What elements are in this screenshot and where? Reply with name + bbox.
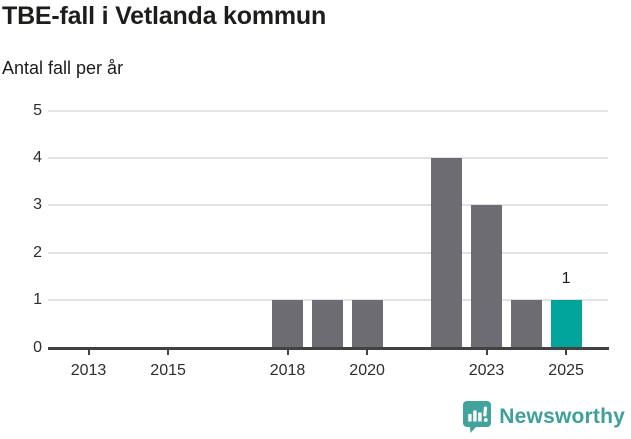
bar-2022 [431,157,463,348]
y-axis-label-3: 3 [33,196,42,214]
x-axis-label-2025: 2025 [548,361,584,379]
bar-2023 [471,205,502,348]
newsworthy-logo-icon [462,400,492,434]
page-title: TBE-fall i Vetlanda kommun [2,2,327,30]
y-axis-label-0: 0 [33,338,42,356]
bar-2019 [311,300,343,348]
bar-chart-plot-area: 0 1 2 3 4 5 1 2013 2015 2018 2020 2023 2025 [0,100,631,390]
x-axis-tick-2023 [485,349,488,355]
x-axis-label-2013: 2013 [70,361,107,379]
bar-2018 [272,300,303,348]
x-axis-label-2020: 2020 [349,361,385,379]
y-axis-label-2: 2 [33,243,42,261]
gridline-y-4 [48,156,608,159]
y-axis-label-5: 5 [33,101,42,119]
brand-footer: Newsworthy [462,400,625,434]
x-axis-tick-2025 [565,349,568,355]
chart-subtitle: Antal fall per år [2,58,124,78]
x-axis-tick-2015 [167,349,170,355]
bar-2024 [510,300,542,348]
brand-name: Newsworthy [499,405,625,428]
x-axis-tick-2020 [366,349,369,355]
gridline-y-2 [48,251,608,254]
x-axis-label-2018: 2018 [269,361,306,379]
x-axis-tick-2018 [286,349,289,355]
y-axis-label-1: 1 [33,291,42,309]
bar-2020 [351,300,383,348]
x-axis-tick-2013 [87,349,90,355]
bar-2025 [550,300,582,348]
x-axis-label-2023: 2023 [468,361,505,379]
x-axis-label-2015: 2015 [150,361,186,379]
gridline-y-5 [48,109,608,112]
x-axis-line [48,346,609,350]
bar-value-label-2025: 1 [561,270,571,288]
y-axis-label-4: 4 [33,148,42,166]
gridline-y-3 [48,204,608,207]
